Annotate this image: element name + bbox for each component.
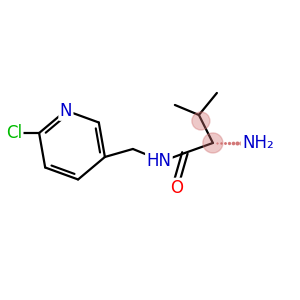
Text: NH₂: NH₂ — [242, 134, 274, 152]
Circle shape — [192, 112, 210, 130]
Text: HN: HN — [146, 152, 171, 170]
Circle shape — [203, 133, 223, 153]
Text: O: O — [170, 179, 183, 197]
Text: Cl: Cl — [6, 124, 22, 142]
Text: N: N — [60, 101, 72, 119]
